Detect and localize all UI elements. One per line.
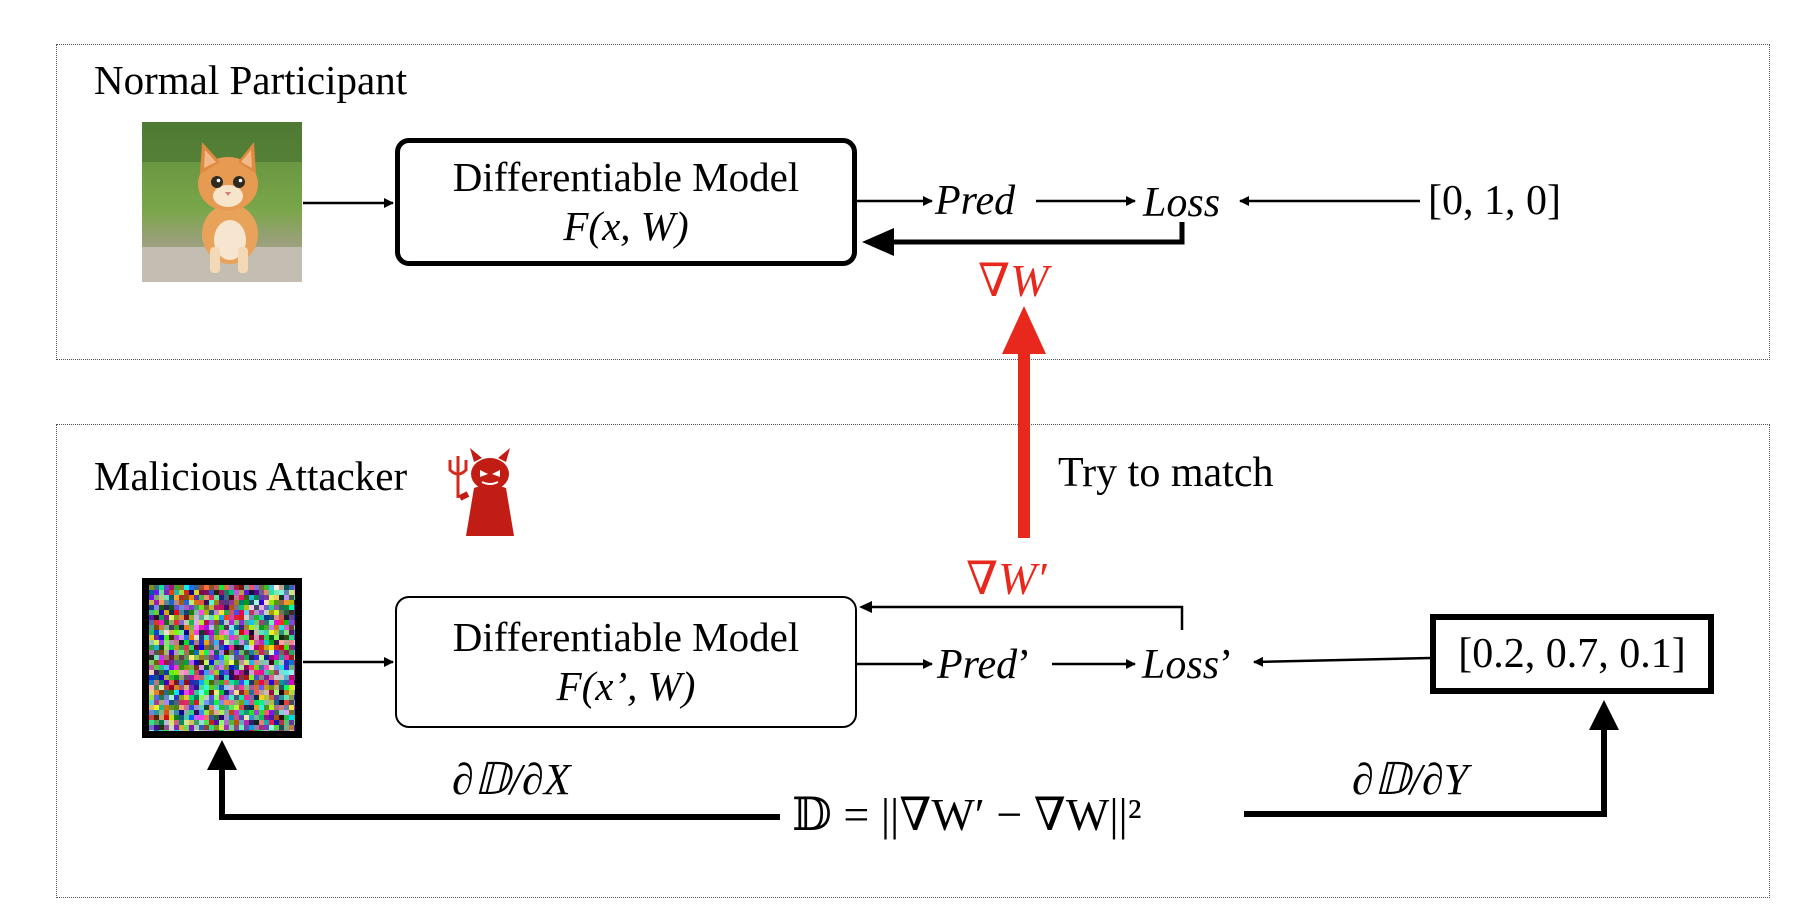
match-arrow-head — [1002, 306, 1046, 354]
malicious-attacker-panel — [56, 424, 1770, 898]
bottom-loss-prime: ’ — [1219, 642, 1234, 688]
top-model-function: F(x, W) — [563, 203, 689, 249]
arrow-grad-y — [1244, 724, 1607, 817]
top-model-box: Differentiable Model F(x, W) — [395, 138, 857, 266]
arrow-grad-x — [219, 766, 780, 820]
soft-label-box: [0.2, 0.7, 0.1] — [1430, 614, 1714, 694]
bottom-loss-text: Loss — [1142, 642, 1220, 688]
normal-participant-title: Normal Participant — [94, 57, 408, 103]
distance-equation: 𝔻 = ||∇W′ − ∇W||² — [792, 789, 1142, 840]
malicious-attacker-title: Malicious Attacker — [94, 453, 408, 499]
arrow-label2-to-loss2 — [1253, 656, 1431, 667]
bottom-model-title: Differentiable Model — [452, 613, 800, 660]
top-loss-label: Loss — [1143, 180, 1221, 226]
bottom-model-function: F(x’, W) — [556, 663, 696, 709]
bottom-pred-text: Pred — [937, 642, 1018, 688]
grad-x-label: ∂𝔻/∂X — [452, 755, 571, 804]
top-pred-label: Pred — [935, 178, 1016, 224]
kitten-image — [142, 122, 302, 282]
grad-w-label: ∇W — [978, 255, 1049, 306]
top-onehot-label: [0, 1, 0] — [1428, 178, 1561, 224]
top-model-title: Differentiable Model — [452, 153, 800, 200]
bottom-loss-label: Loss’ — [1142, 644, 1233, 686]
grad-y-label: ∂𝔻/∂Y — [1352, 755, 1469, 804]
devil-icon — [448, 448, 520, 540]
normal-participant-panel — [56, 44, 1770, 360]
arrow-loss-back-to-model — [890, 222, 1185, 245]
noise-image — [142, 578, 302, 738]
bottom-pred-label: Pred’ — [937, 644, 1031, 686]
try-to-match-label: Try to match — [1058, 450, 1274, 496]
arrow-loss2-back-to-model2 — [870, 605, 1184, 630]
bottom-model-box: Differentiable Model F(x’, W) — [395, 596, 857, 728]
match-arrow-shaft — [1018, 352, 1030, 538]
bottom-pred-prime: ’ — [1017, 642, 1032, 688]
soft-label-value: [0.2, 0.7, 0.1] — [1458, 630, 1686, 677]
grad-w-prime-label: ∇W′ — [966, 553, 1047, 604]
